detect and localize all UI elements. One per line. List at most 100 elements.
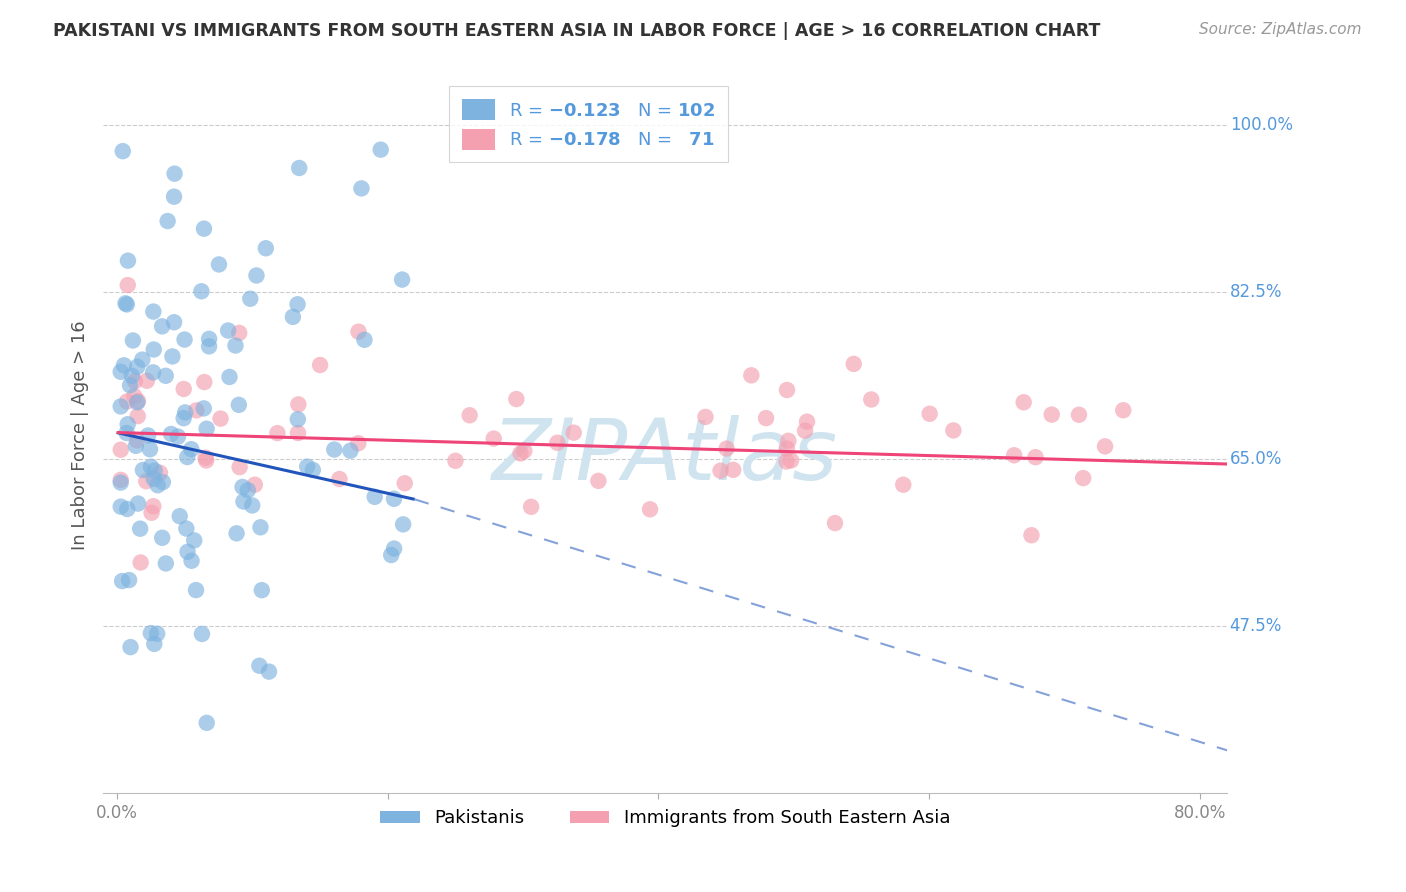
Point	[117, 253, 139, 268]
Point	[163, 315, 186, 329]
Point	[150, 319, 173, 334]
Point	[266, 426, 288, 441]
Point	[131, 352, 153, 367]
Point	[176, 545, 198, 559]
Point	[382, 541, 405, 556]
Point	[295, 459, 318, 474]
Point	[122, 334, 145, 348]
Point	[167, 429, 190, 443]
Point	[380, 548, 402, 562]
Point	[110, 475, 132, 490]
Point	[115, 425, 138, 440]
Point	[247, 658, 270, 673]
Point	[1025, 450, 1047, 465]
Point	[146, 626, 169, 640]
Point	[778, 434, 800, 448]
Point	[588, 474, 610, 488]
Point	[110, 442, 132, 457]
Point	[124, 374, 146, 388]
Point	[363, 490, 385, 504]
Point	[1040, 408, 1063, 422]
Point	[392, 517, 415, 532]
Point	[129, 522, 152, 536]
Point	[139, 626, 162, 640]
Point	[287, 425, 309, 440]
Point	[184, 583, 207, 598]
Point	[776, 442, 799, 456]
Point	[114, 296, 136, 310]
Point	[117, 417, 139, 432]
Text: 100.0%: 100.0%	[1230, 116, 1292, 134]
Point	[520, 500, 543, 514]
Point	[302, 463, 325, 477]
Point	[287, 297, 309, 311]
Point	[115, 394, 138, 409]
Point	[1002, 448, 1025, 462]
Point	[149, 466, 172, 480]
Point	[110, 400, 132, 414]
Point	[347, 436, 370, 450]
Point	[180, 442, 202, 457]
Point	[458, 409, 481, 423]
Text: ZIPAtlas: ZIPAtlas	[492, 416, 838, 499]
Point	[117, 502, 139, 516]
Point	[287, 397, 309, 411]
Point	[127, 497, 149, 511]
Point	[240, 499, 263, 513]
Point	[281, 310, 304, 324]
Point	[139, 442, 162, 457]
Point	[132, 463, 155, 477]
Point	[125, 439, 148, 453]
Point	[546, 435, 568, 450]
Point	[709, 464, 731, 478]
Point	[111, 574, 134, 588]
Point	[163, 167, 186, 181]
Point	[208, 257, 231, 271]
Point	[228, 460, 250, 475]
Legend: Pakistanis, Immigrants from South Eastern Asia: Pakistanis, Immigrants from South Easter…	[373, 802, 957, 834]
Point	[143, 464, 166, 478]
Point	[232, 494, 254, 508]
Point	[1067, 408, 1090, 422]
Text: 82.5%: 82.5%	[1230, 284, 1282, 301]
Point	[891, 477, 914, 491]
Point	[776, 383, 799, 397]
Point	[152, 475, 174, 489]
Point	[382, 491, 405, 506]
Point	[173, 411, 195, 425]
Point	[173, 333, 195, 347]
Point	[775, 454, 797, 468]
Point	[176, 522, 198, 536]
Point	[118, 573, 141, 587]
Point	[562, 425, 585, 440]
Point	[127, 359, 149, 374]
Point	[780, 453, 803, 467]
Point	[112, 359, 135, 373]
Point	[193, 401, 215, 416]
Point	[695, 409, 717, 424]
Point	[156, 214, 179, 228]
Point	[142, 365, 165, 379]
Point	[509, 446, 531, 460]
Point	[287, 412, 309, 426]
Point	[239, 292, 262, 306]
Point	[942, 424, 965, 438]
Point	[225, 526, 247, 541]
Point	[638, 502, 661, 516]
Point	[110, 365, 132, 379]
Point	[111, 144, 134, 158]
Point	[163, 190, 186, 204]
Point	[482, 432, 505, 446]
Point	[143, 637, 166, 651]
Point	[150, 531, 173, 545]
Point	[740, 368, 762, 383]
Point	[721, 463, 744, 477]
Point	[160, 427, 183, 442]
Text: PAKISTANI VS IMMIGRANTS FROM SOUTH EASTERN ASIA IN LABOR FORCE | AGE > 16 CORREL: PAKISTANI VS IMMIGRANTS FROM SOUTH EASTE…	[53, 22, 1101, 40]
Point	[155, 557, 177, 571]
Point	[353, 333, 375, 347]
Point	[195, 715, 218, 730]
Point	[249, 520, 271, 534]
Point	[120, 378, 142, 392]
Point	[198, 332, 221, 346]
